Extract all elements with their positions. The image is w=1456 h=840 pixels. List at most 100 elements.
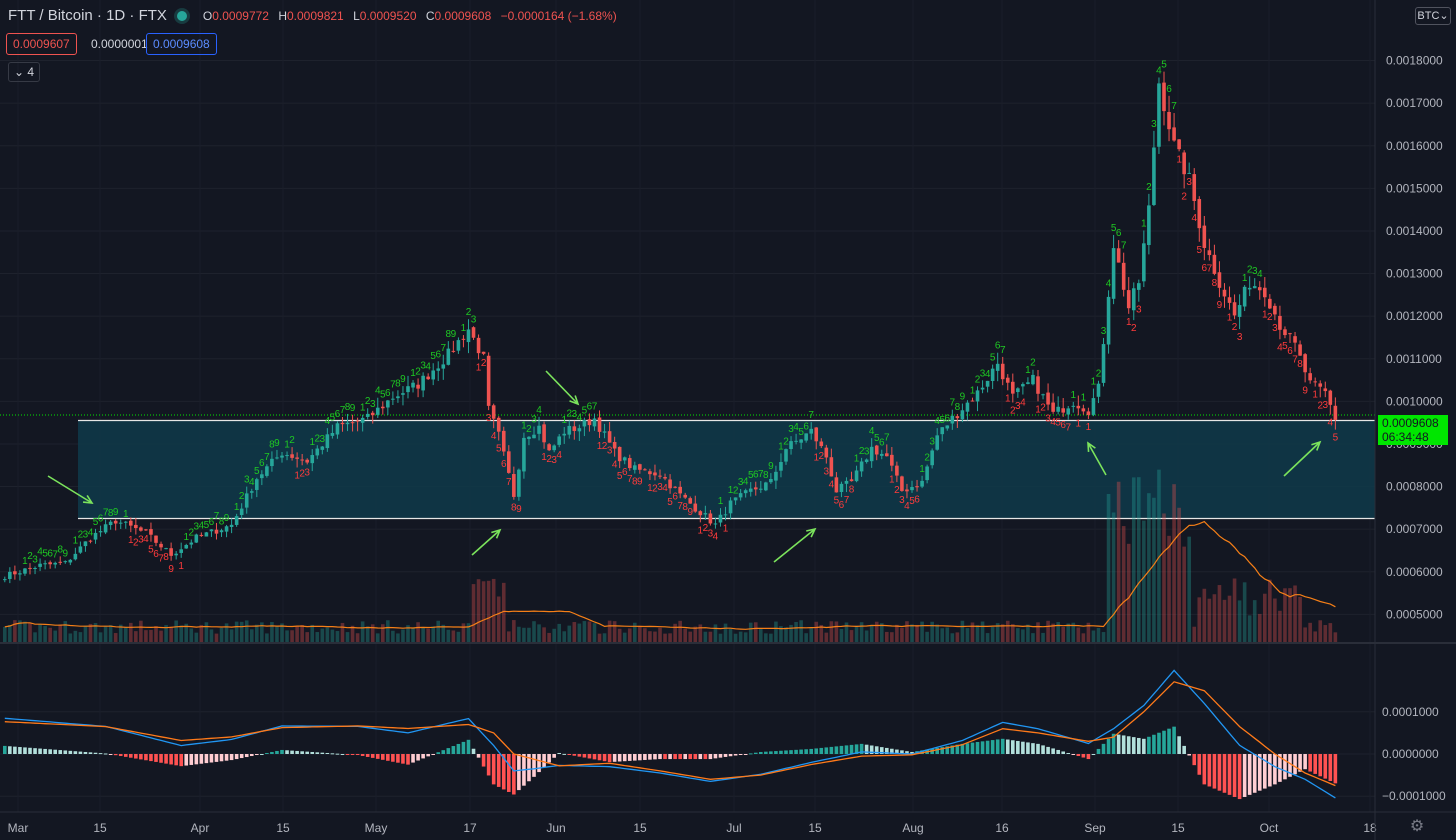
volume-bar [718,633,723,642]
candles[interactable] [3,71,1338,584]
macd-histogram-bar [466,739,471,754]
candle-body [612,441,617,449]
td-count-up: 8 [345,402,351,413]
td-count-up: 6 [879,438,885,449]
td-count-up: 1 [1025,365,1031,376]
td-count-up: 5 [380,389,386,400]
macd-histogram-bar [1116,734,1121,754]
candle-body [345,422,350,425]
macd-histogram-bar [1197,754,1202,775]
candle-body [1273,305,1277,315]
volume-bar [542,627,546,642]
volume-bar [779,626,783,642]
td-count-down: 6 [672,491,678,502]
candle-body [950,415,955,424]
macd-histogram-bar [1016,740,1020,754]
candle-body [1152,147,1156,205]
volume-bar [103,625,108,642]
macd-histogram-bar [355,754,360,756]
buy-button[interactable]: 0.0009608 [146,33,217,55]
candle-body [204,532,209,537]
candle-body [476,337,481,354]
macd-histogram-bar [713,754,718,759]
candle-body [8,571,12,579]
macd-histogram-bar [1086,754,1091,760]
macd-histogram-bar [960,743,965,754]
candle-body [1076,405,1081,409]
candle-body [1298,344,1302,356]
macd-histogram-bar [940,747,945,754]
macd-histogram-bar [1237,754,1242,800]
candle-body [577,428,582,432]
macd-histogram-bar [441,750,446,754]
volume-bar [315,632,320,642]
td-count-down: 1 [647,483,653,494]
candle-body [1051,402,1055,412]
td-count-down: 5 [148,545,154,556]
volume-bar [204,622,209,642]
volume-bar [1005,620,1010,642]
macd-histogram-bar [1333,754,1338,784]
candle-body [184,544,189,549]
macd-histogram-bar [869,745,874,754]
candle-body [386,400,390,408]
last-price-label: 0.0009608 06:34:48 [1378,415,1448,445]
volume-bar [43,626,47,642]
volume-bar [305,632,309,642]
td-count-up: 2 [289,435,295,446]
td-count-up: 3 [1101,326,1107,337]
volume-bar [1126,543,1131,642]
macd-histogram-bar [1273,754,1277,785]
volume-bar [1011,624,1015,642]
candle-body [743,490,748,494]
candle-body [1081,408,1086,412]
td-count-down: 6 [501,459,507,470]
td-count-up: 6 [803,421,809,432]
volume-bar [401,629,405,642]
candle-body [512,474,516,497]
td-count-down: 5 [834,496,840,507]
candle-body [113,520,118,524]
y-tick-label: 0.0006000 [1386,565,1443,579]
macd-histogram-bar [617,754,622,762]
volume-bar [507,631,511,642]
symbol-title[interactable]: FTT / Bitcoin · 1D · FTX [8,7,167,24]
volume-bar [1106,494,1111,642]
sell-button[interactable]: 0.0009607 [6,33,77,55]
candle-body [431,370,435,380]
candle-body [219,530,224,533]
volume-bar [532,621,536,642]
td-count-up: 8 [57,544,63,555]
indicators-toggle-button[interactable]: ⌄ 4 [8,62,40,82]
macd-histogram-bar [1081,754,1086,758]
macd-histogram-bar [83,751,88,754]
candle-body [567,425,572,435]
candle-body [406,386,410,393]
candle-body [209,529,214,532]
volume-bar [270,622,274,642]
macd-histogram-bar [905,751,909,754]
volume-bar [381,624,385,642]
td-count-down: 2 [1181,191,1187,202]
macd-histogram-bar [723,754,728,757]
volume-bar [753,622,758,642]
macd-histogram-bar [18,747,22,754]
volume-bar [920,621,924,642]
candle-body [18,573,22,575]
candle-body [900,476,904,491]
macd-histogram-bar [1278,754,1282,782]
macd-histogram-bar [1026,742,1030,754]
macd-histogram-bar [653,754,657,760]
candle-body [53,562,57,565]
td-count-down: 8 [849,485,855,496]
td-count-down: 5 [1196,245,1202,256]
volume-bar [481,581,486,642]
volume-bar [572,622,577,642]
candle-body [270,458,274,467]
volume-bar [930,621,934,642]
currency-selector[interactable]: BTC⌄ [1415,7,1451,25]
gear-icon[interactable]: ⚙ [1409,818,1425,835]
td-count-down: 1 [1086,422,1092,433]
macd-histogram-bar [184,754,189,766]
